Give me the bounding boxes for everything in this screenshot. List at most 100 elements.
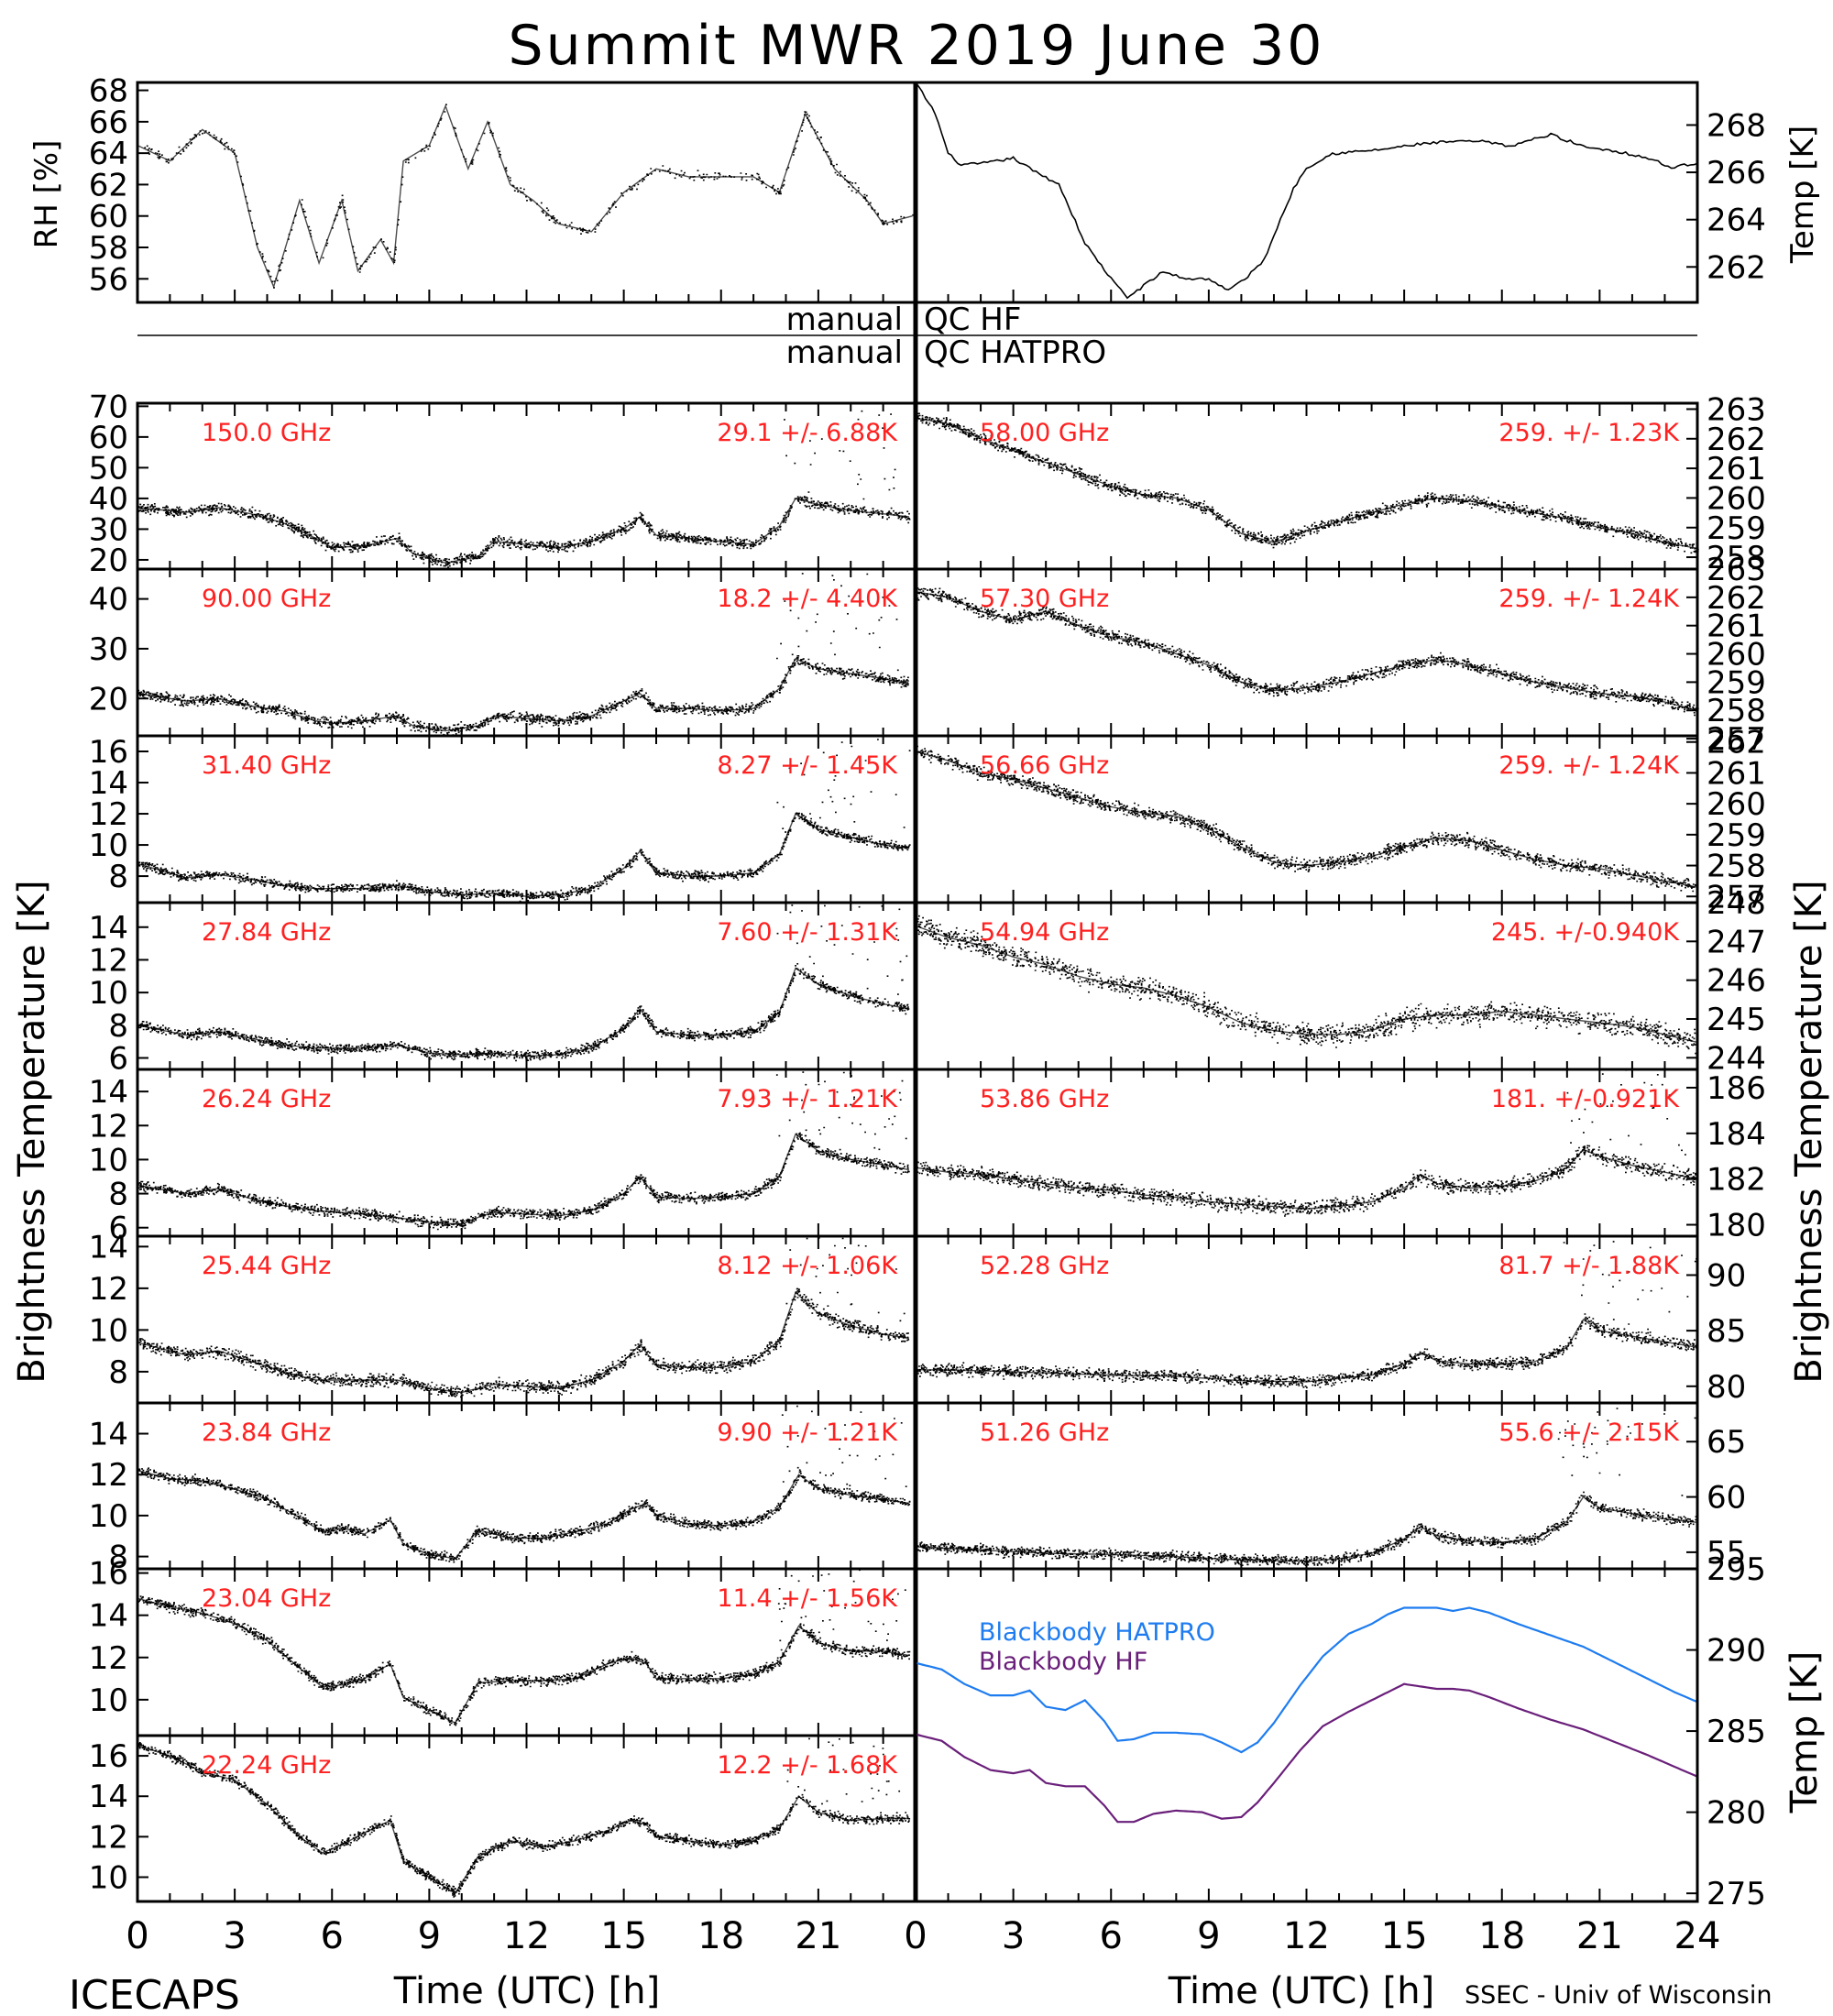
trend-line (137, 657, 910, 732)
x-tick-labels: 0 3 6 9 12 15 18 21 0 3 6 9 12 15 18 21 24 (126, 1915, 1720, 1957)
y-tick-label: 244 (1707, 1040, 1766, 1077)
statistics-label: 55.6 +/- 2.15K (1498, 1419, 1680, 1447)
frequency-label: 22.24 GHz (202, 1751, 331, 1780)
panel-c52: 80 85 90 52.28 GHz 81.7 +/- 1.88K (914, 1234, 1746, 1406)
y-tick-label: 64 (89, 136, 128, 172)
y-tick-label: 182 (1707, 1162, 1766, 1199)
y-tick-label: 14 (89, 1598, 128, 1635)
x-tick-label: 15 (1381, 1915, 1428, 1957)
footer-left-label: ICECAPS (69, 1972, 240, 2016)
frequency-label: 150.0 GHz (202, 419, 331, 447)
statistics-label: 9.90 +/- 1.21K (717, 1419, 898, 1447)
y-tick-label: 30 (89, 511, 128, 548)
panel-c23_84: 8 10 12 14 23.84 GHz 9.90 +/- 1.21K (89, 1401, 917, 1576)
statistics-label: 8.27 +/- 1.45K (717, 751, 898, 780)
panel-c51: 55 60 65 51.26 GHz 55.6 +/- 2.15K (914, 1401, 1746, 1572)
x-tick-label: 21 (1576, 1915, 1623, 1957)
x-axis-label-right: Time (UTC) [h] (1168, 1970, 1434, 2012)
panel-temp: 262 264 266 268 Temp [K] (914, 81, 1821, 304)
y-tick-label: 12 (89, 1108, 128, 1145)
y-tick-label: 261 (1707, 608, 1766, 645)
y-tick-label: 262 (1707, 725, 1766, 761)
trend-line (915, 1148, 1698, 1210)
y-tick-label: 290 (1707, 1633, 1766, 1670)
y-tick-label: 186 (1707, 1070, 1766, 1107)
trend-line (915, 591, 1698, 711)
trend-line (915, 1319, 1698, 1383)
y-tick-label: 257 (1707, 879, 1766, 915)
y-tick-label: 263 (1707, 552, 1766, 588)
y-tick-label: 40 (89, 481, 128, 518)
y-tick-label: 10 (89, 1142, 128, 1178)
legend-entry: Blackbody HF (979, 1648, 1147, 1676)
frequency-label: 23.04 GHz (202, 1584, 331, 1613)
y-tick-label: 264 (1707, 203, 1766, 239)
qc-row-2-right: QC HATPRO (924, 334, 1106, 371)
y-tick-label: 275 (1707, 1876, 1766, 1912)
y-tick-label: 10 (89, 827, 128, 864)
trend-line (137, 812, 909, 897)
y-tick-label: 262 (1707, 580, 1766, 617)
y-tick-label: 55 (1707, 1535, 1746, 1572)
statistics-label: 7.93 +/- 1.21K (717, 1085, 898, 1113)
y-tick-label: 14 (89, 1417, 128, 1453)
panel-bb: 275 280 285 290 295 Temp [K] Blackbody HATPROB… (914, 1551, 1826, 1912)
series-line (915, 82, 1698, 300)
statistics-label: 245. +/-0.940K (1491, 918, 1680, 947)
figure-title: Summit MWR 2019 June 30 (509, 14, 1325, 78)
y-tick-label: 10 (89, 975, 128, 1012)
trend-line (137, 1291, 910, 1394)
y-tick-label: 56 (89, 261, 128, 298)
y-tick-label: 184 (1707, 1116, 1766, 1153)
y-tick-label: 70 (89, 389, 128, 425)
y-tick-label: 268 (1707, 107, 1766, 144)
y-tick-label: 262 (1707, 249, 1766, 286)
y-tick-label: 10 (89, 1312, 128, 1349)
y-tick-label: 14 (89, 765, 128, 802)
y-tick-label: 50 (89, 450, 128, 487)
temp-axis-label: Temp [K] (1784, 126, 1821, 264)
frequency-label: 57.30 GHz (980, 585, 1109, 613)
statistics-label: 11.4 +/- 1.56K (717, 1584, 898, 1613)
y-tick-label: 60 (1707, 1480, 1746, 1517)
y-axis-label-left: Brightness Temperature [K] (11, 880, 53, 1383)
data-points (144, 104, 915, 289)
frequency-label: 52.28 GHz (980, 1252, 1109, 1280)
rh-axis-label: RH [%] (28, 140, 65, 249)
y-tick-label: 259 (1707, 664, 1766, 701)
y-tick-label: 16 (89, 1738, 128, 1775)
x-tick-label: 18 (1478, 1915, 1525, 1957)
trend-line (915, 925, 1698, 1044)
y-axis-label-right: Brightness Temperature [K] (1788, 880, 1830, 1383)
panel-frame (914, 1401, 1699, 1571)
panel-frame (136, 1734, 917, 1903)
x-tick-label: 24 (1674, 1915, 1721, 1957)
y-tick-label: 261 (1707, 451, 1766, 488)
frequency-label: 25.44 GHz (202, 1252, 331, 1280)
x-tick-label: 3 (1002, 1915, 1025, 1957)
frequency-label: 26.24 GHz (202, 1085, 331, 1113)
statistics-label: 7.60 +/- 1.31K (717, 918, 898, 947)
bb-axis-label: Temp [K] (1784, 1651, 1826, 1814)
y-tick-label: 80 (1707, 1369, 1746, 1406)
statistics-label: 259. +/- 1.24K (1498, 585, 1680, 613)
y-tick-label: 245 (1707, 1002, 1766, 1038)
x-tick-label: 6 (321, 1915, 344, 1957)
statistics-label: 259. +/- 1.23K (1498, 419, 1680, 447)
y-tick-label: 259 (1707, 510, 1766, 547)
trend-line (915, 751, 1698, 888)
trend-line (137, 1470, 910, 1560)
y-tick-label: 266 (1707, 155, 1766, 192)
blackbody-hatpro-line (915, 1606, 1698, 1754)
statistics-label: 259. +/- 1.24K (1498, 751, 1680, 780)
y-tick-label: 60 (89, 199, 128, 236)
y-tick-label: 20 (89, 681, 128, 718)
statistics-label: 181. +/-0.921K (1491, 1085, 1680, 1113)
y-tick-label: 12 (89, 1819, 128, 1856)
panel-c25: 8 10 12 14 25.44 GHz 8.12 +/- 1.06K (89, 1229, 917, 1405)
frequency-label: 90.00 GHz (202, 585, 331, 613)
